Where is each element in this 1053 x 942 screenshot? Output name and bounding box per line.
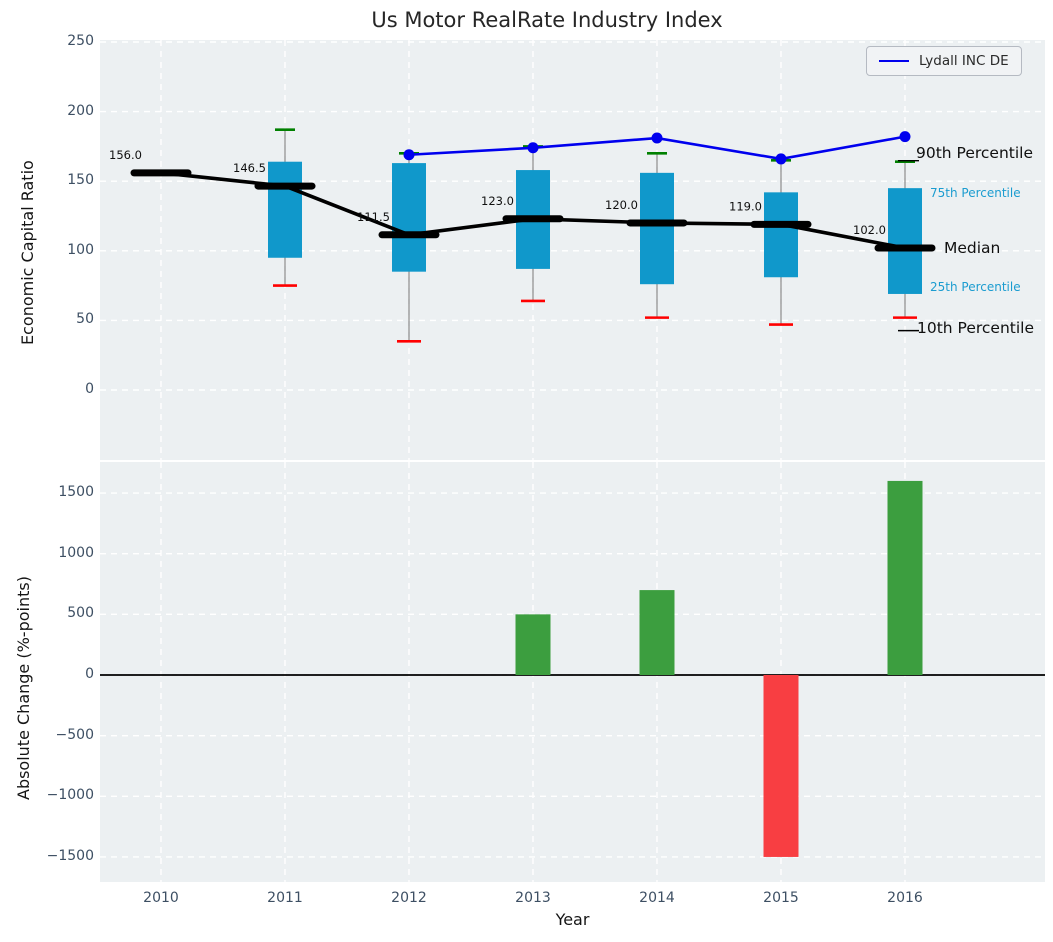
legend: Lydall INC DE bbox=[866, 46, 1022, 76]
company-point-2016 bbox=[899, 131, 911, 143]
percentile-box-2015 bbox=[764, 192, 798, 278]
annotation-median: Median bbox=[944, 239, 1001, 258]
y-tick-label-bottom-1500: 1500 bbox=[58, 484, 94, 501]
y-tick-label-bottom-0: 0 bbox=[85, 666, 94, 682]
y-tick-label-bottom-1000: 1000 bbox=[58, 544, 94, 561]
percentile-box-2012 bbox=[392, 163, 426, 272]
legend-label: Lydall INC DE bbox=[919, 53, 1009, 69]
x-tick-label-2016: 2016 bbox=[887, 890, 923, 906]
change-bar-2013 bbox=[515, 614, 551, 675]
median-value-label-2016: 102.0 bbox=[853, 223, 886, 237]
x-tick-label-2012: 2012 bbox=[391, 890, 427, 906]
bottom-plot-svg bbox=[100, 462, 1045, 882]
median-value-label-2011: 146.5 bbox=[233, 161, 266, 175]
company-point-2012 bbox=[403, 149, 415, 161]
y-axis-label-top: Economic Capital Ratio bbox=[18, 160, 37, 345]
company-point-2014 bbox=[651, 132, 663, 144]
median-value-label-2013: 123.0 bbox=[481, 194, 514, 208]
y-tick-label-top-100: 100 bbox=[67, 241, 94, 258]
median-value-label-2012: 111.5 bbox=[357, 210, 390, 224]
x-axis-label: Year bbox=[555, 910, 590, 929]
annotation-75th-percentile: 75th Percentile bbox=[930, 186, 1021, 201]
top-plot-svg: 156.0 146.5 111.5 123.0 120.0 119.0 102.0 bbox=[100, 40, 1045, 460]
legend-line-icon bbox=[879, 60, 909, 62]
x-tick-label-2015: 2015 bbox=[763, 890, 799, 906]
change-bar-2016 bbox=[887, 480, 923, 675]
annotation-90th-percentile: 90th Percentile bbox=[916, 143, 1034, 162]
y-tick-label-top-0: 0 bbox=[85, 381, 94, 397]
top-plot-area: 156.0 146.5 111.5 123.0 120.0 119.0 102.0 bbox=[100, 40, 1045, 460]
annotation-25th-percentile: 25th Percentile bbox=[930, 279, 1021, 294]
change-bar-2014 bbox=[639, 590, 675, 675]
percentile-box-2011 bbox=[268, 161, 302, 258]
y-tick-label-top-200: 200 bbox=[67, 102, 94, 119]
percentile-box-2016 bbox=[888, 188, 922, 294]
x-tick-label-2011: 2011 bbox=[267, 890, 303, 906]
y-tick-label-bottom-−1000: −1000 bbox=[46, 787, 94, 804]
x-tick-label-2014: 2014 bbox=[639, 890, 675, 906]
x-tick-label-2013: 2013 bbox=[515, 890, 551, 906]
change-bar-2015 bbox=[763, 675, 799, 857]
y-axis-label-bottom: Absolute Change (%-points) bbox=[14, 576, 33, 800]
x-tick-label-2010: 2010 bbox=[143, 890, 179, 906]
y-tick-label-bottom-−1500: −1500 bbox=[46, 847, 94, 864]
y-tick-label-top-50: 50 bbox=[76, 311, 94, 328]
y-tick-label-top-250: 250 bbox=[67, 33, 94, 49]
median-value-label-2015: 119.0 bbox=[729, 199, 762, 213]
annotation-10th-percentile: 10th Percentile bbox=[917, 318, 1035, 337]
y-tick-label-bottom-500: 500 bbox=[67, 605, 94, 622]
y-tick-label-bottom-−500: −500 bbox=[55, 726, 94, 743]
median-value-label-2014: 120.0 bbox=[605, 198, 638, 212]
company-point-2013 bbox=[527, 142, 539, 154]
percentile-box-2014 bbox=[640, 172, 674, 285]
y-tick-label-top-150: 150 bbox=[67, 172, 94, 189]
company-point-2015 bbox=[775, 153, 787, 165]
bottom-plot-area bbox=[100, 462, 1045, 882]
median-value-label-2010: 156.0 bbox=[109, 148, 142, 162]
chart-title: Us Motor RealRate Industry Index bbox=[371, 8, 723, 32]
